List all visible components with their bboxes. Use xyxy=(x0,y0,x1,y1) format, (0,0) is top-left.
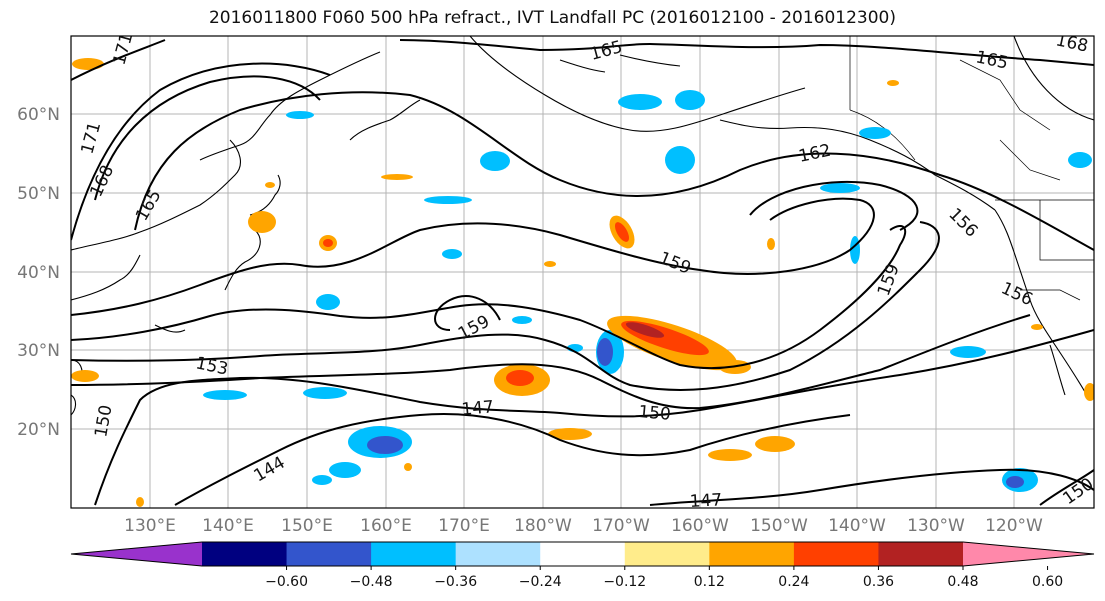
contour-label: 147 xyxy=(461,397,495,420)
lon-label: 140°E xyxy=(202,516,254,536)
lon-label: 160°E xyxy=(360,516,412,536)
lat-label: 40°N xyxy=(17,263,60,283)
lon-labels: 130°E 140°E 150°E 160°E 170°E 180°W 170°… xyxy=(124,516,1043,536)
colorbar-segment xyxy=(709,542,795,566)
lon-label: 130°W xyxy=(907,516,965,536)
positive-shading xyxy=(71,58,1094,507)
colorbar-outline xyxy=(70,541,1095,567)
colorbar-tick-label: −0.36 xyxy=(434,574,477,590)
negative-shading xyxy=(203,90,1092,492)
contour-label: 150 xyxy=(638,402,672,425)
lat-label: 30°N xyxy=(17,341,60,361)
colorbar: −0.60 −0.48 −0.36 −0.24 −0.12 0.12 0.24 0.36 0.4… xyxy=(70,541,1095,590)
lon-label: 150°W xyxy=(750,516,808,536)
colorbar-extend-min xyxy=(71,542,202,566)
lon-label: 170°E xyxy=(438,516,490,536)
lat-label: 60°N xyxy=(17,105,60,125)
colorbar-segments xyxy=(71,542,1094,566)
colorbar-tick-label: 0.60 xyxy=(1032,574,1063,590)
colorbar-segment xyxy=(371,542,457,566)
contour-label: 168 xyxy=(1054,30,1090,56)
colorbar-tick-label: 0.48 xyxy=(947,574,978,590)
lon-label: 130°E xyxy=(124,516,176,536)
lon-label: 150°E xyxy=(281,516,333,536)
colorbar-tick-label: −0.60 xyxy=(265,574,308,590)
colorbar-tick-label: 0.24 xyxy=(778,574,809,590)
colorbar-tick-label: −0.12 xyxy=(603,574,646,590)
colorbar-ticks: −0.60 −0.48 −0.36 −0.24 −0.12 0.12 0.24 0.36 0.4… xyxy=(265,566,1063,590)
lon-label: 180°W xyxy=(514,516,572,536)
colorbar-tick-label: 0.12 xyxy=(694,574,725,590)
colorbar-segment xyxy=(878,542,964,566)
colorbar-segment xyxy=(286,542,372,566)
colorbar-segment xyxy=(455,542,541,566)
colorbar-tick-label: −0.48 xyxy=(350,574,393,590)
contour-label: 147 xyxy=(689,490,722,512)
colorbar-tick-label: 0.36 xyxy=(863,574,894,590)
refractivity-contours xyxy=(71,39,1094,506)
colorbar-segment xyxy=(624,542,710,566)
colorbar-segment xyxy=(540,542,626,566)
map-title: 2016011800 F060 500 hPa refract., IVT La… xyxy=(208,8,896,28)
lat-label: 50°N xyxy=(17,184,60,204)
lat-labels: 60°N 50°N 40°N 30°N 20°N xyxy=(17,105,60,440)
colorbar-segment xyxy=(202,542,288,566)
colorbar-segment xyxy=(793,542,879,566)
colorbar-extend-max xyxy=(963,542,1094,566)
colorbar-tick-label: −0.24 xyxy=(519,574,562,590)
lat-label: 20°N xyxy=(17,420,60,440)
plot-frame xyxy=(70,35,1095,509)
lon-label: 120°W xyxy=(985,516,1043,536)
lon-label: 170°W xyxy=(592,516,650,536)
lon-label: 140°W xyxy=(828,516,886,536)
lon-label: 160°W xyxy=(671,516,729,536)
